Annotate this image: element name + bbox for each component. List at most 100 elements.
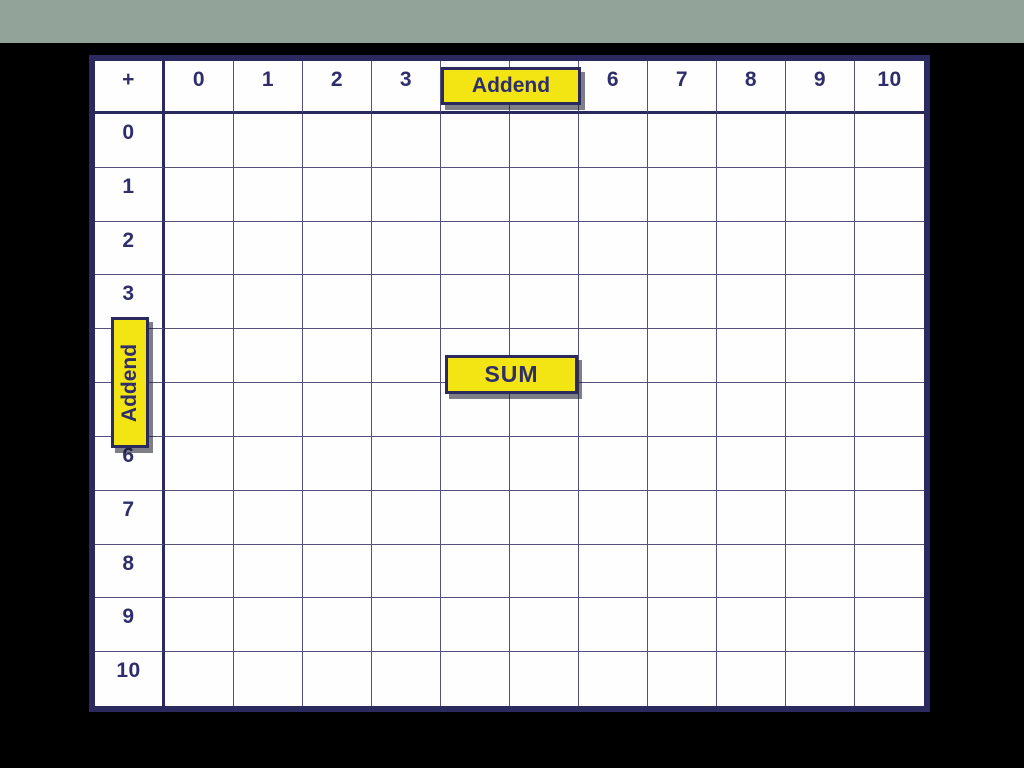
sum-cell-r0-c5[interactable] <box>510 114 579 168</box>
sum-cell-r10-c7[interactable] <box>648 652 717 706</box>
sum-cell-r7-c4[interactable] <box>441 490 510 545</box>
sum-cell-r9-c3[interactable] <box>372 598 441 653</box>
sum-cell-r0-c9[interactable] <box>786 114 855 168</box>
sum-cell-r6-c2[interactable] <box>303 436 372 491</box>
sum-cell-r6-c8[interactable] <box>717 436 786 491</box>
sum-cell-r3-c4[interactable] <box>441 275 510 330</box>
sum-cell-r2-c3[interactable] <box>372 221 441 276</box>
sum-cell-r3-c9[interactable] <box>786 275 855 330</box>
sum-cell-r8-c4[interactable] <box>441 544 510 599</box>
sum-cell-r5-c0[interactable] <box>165 383 234 437</box>
sum-cell-r9-c5[interactable] <box>510 598 579 653</box>
sum-cell-r6-c6[interactable] <box>579 436 648 491</box>
sum-cell-r8-c8[interactable] <box>717 544 786 599</box>
sum-cell-r0-c0[interactable] <box>165 114 234 168</box>
sum-cell-r10-c0[interactable] <box>165 652 234 706</box>
sum-cell-r10-c8[interactable] <box>717 652 786 706</box>
sum-cell-r7-c7[interactable] <box>648 490 717 545</box>
sum-cell-r1-c10[interactable] <box>855 168 924 222</box>
sum-cell-r1-c5[interactable] <box>510 167 579 222</box>
sum-cell-r9-c8[interactable] <box>717 598 786 653</box>
sum-cell-r10-c10[interactable] <box>855 652 924 706</box>
sum-cell-r10-c3[interactable] <box>372 652 441 706</box>
sum-cell-r4-c2[interactable] <box>303 329 372 384</box>
sum-cell-r7-c5[interactable] <box>510 490 579 545</box>
sum-cell-r7-c9[interactable] <box>786 490 855 545</box>
sum-cell-r5-c1[interactable] <box>234 383 303 437</box>
sum-cell-r3-c2[interactable] <box>303 275 372 330</box>
sum-cell-r7-c8[interactable] <box>717 490 786 545</box>
sum-cell-r2-c1[interactable] <box>234 221 303 276</box>
sum-cell-r7-c6[interactable] <box>579 490 648 545</box>
addend-label-left[interactable]: Addend <box>111 317 149 448</box>
sum-cell-r2-c0[interactable] <box>165 221 234 276</box>
sum-cell-r7-c0[interactable] <box>165 490 234 545</box>
sum-cell-r2-c7[interactable] <box>648 221 717 276</box>
sum-cell-r9-c9[interactable] <box>786 598 855 653</box>
sum-cell-r4-c9[interactable] <box>786 329 855 384</box>
sum-cell-r0-c4[interactable] <box>441 114 510 168</box>
sum-cell-r8-c9[interactable] <box>786 544 855 599</box>
sum-cell-r3-c10[interactable] <box>855 275 924 330</box>
sum-cell-r10-c6[interactable] <box>579 652 648 706</box>
sum-cell-r8-c1[interactable] <box>234 544 303 599</box>
sum-cell-r4-c1[interactable] <box>234 329 303 384</box>
sum-cell-r2-c2[interactable] <box>303 221 372 276</box>
sum-cell-r1-c0[interactable] <box>165 167 234 222</box>
sum-cell-r5-c10[interactable] <box>855 383 924 437</box>
sum-cell-r10-c2[interactable] <box>303 652 372 706</box>
sum-cell-r6-c5[interactable] <box>510 436 579 491</box>
sum-cell-r3-c5[interactable] <box>510 275 579 330</box>
sum-cell-r0-c8[interactable] <box>717 114 786 168</box>
sum-cell-r1-c3[interactable] <box>372 167 441 222</box>
sum-cell-r1-c9[interactable] <box>786 167 855 222</box>
sum-cell-r10-c9[interactable] <box>786 652 855 706</box>
sum-cell-r1-c6[interactable] <box>579 167 648 222</box>
sum-cell-r8-c0[interactable] <box>165 544 234 599</box>
sum-cell-r8-c7[interactable] <box>648 544 717 599</box>
sum-cell-r1-c7[interactable] <box>648 167 717 222</box>
sum-cell-r2-c8[interactable] <box>717 221 786 276</box>
sum-cell-r3-c0[interactable] <box>165 275 234 330</box>
sum-cell-r1-c2[interactable] <box>303 167 372 222</box>
sum-cell-r0-c10[interactable] <box>855 114 924 168</box>
sum-cell-r10-c5[interactable] <box>510 652 579 706</box>
sum-cell-r8-c3[interactable] <box>372 544 441 599</box>
sum-cell-r10-c4[interactable] <box>441 652 510 706</box>
sum-cell-r5-c2[interactable] <box>303 383 372 437</box>
sum-cell-r2-c10[interactable] <box>855 222 924 276</box>
sum-cell-r5-c8[interactable] <box>717 383 786 437</box>
sum-cell-r7-c10[interactable] <box>855 491 924 545</box>
sum-cell-r5-c6[interactable] <box>579 383 648 437</box>
sum-cell-r1-c4[interactable] <box>441 167 510 222</box>
sum-cell-r2-c9[interactable] <box>786 221 855 276</box>
sum-cell-r4-c6[interactable] <box>579 329 648 384</box>
sum-cell-r0-c6[interactable] <box>579 114 648 168</box>
sum-cell-r4-c0[interactable] <box>165 329 234 384</box>
sum-cell-r9-c4[interactable] <box>441 598 510 653</box>
sum-cell-r10-c1[interactable] <box>234 652 303 706</box>
sum-cell-r6-c0[interactable] <box>165 436 234 491</box>
sum-cell-r4-c10[interactable] <box>855 329 924 384</box>
sum-cell-r5-c5[interactable] <box>510 383 579 437</box>
sum-cell-r9-c0[interactable] <box>165 598 234 653</box>
sum-cell-r2-c4[interactable] <box>441 221 510 276</box>
sum-label[interactable]: SUM <box>445 355 578 394</box>
sum-cell-r5-c7[interactable] <box>648 383 717 437</box>
sum-cell-r2-c6[interactable] <box>579 221 648 276</box>
sum-cell-r6-c9[interactable] <box>786 436 855 491</box>
sum-cell-r5-c9[interactable] <box>786 383 855 437</box>
sum-cell-r5-c4[interactable] <box>441 383 510 437</box>
sum-cell-r2-c5[interactable] <box>510 221 579 276</box>
sum-cell-r9-c1[interactable] <box>234 598 303 653</box>
sum-cell-r1-c1[interactable] <box>234 167 303 222</box>
sum-cell-r6-c7[interactable] <box>648 436 717 491</box>
sum-cell-r3-c6[interactable] <box>579 275 648 330</box>
sum-cell-r0-c1[interactable] <box>234 114 303 168</box>
addend-label-top[interactable]: Addend <box>441 67 581 105</box>
sum-cell-r0-c2[interactable] <box>303 114 372 168</box>
sum-cell-r4-c8[interactable] <box>717 329 786 384</box>
sum-cell-r3-c3[interactable] <box>372 275 441 330</box>
sum-cell-r4-c3[interactable] <box>372 329 441 384</box>
sum-cell-r5-c3[interactable] <box>372 383 441 437</box>
